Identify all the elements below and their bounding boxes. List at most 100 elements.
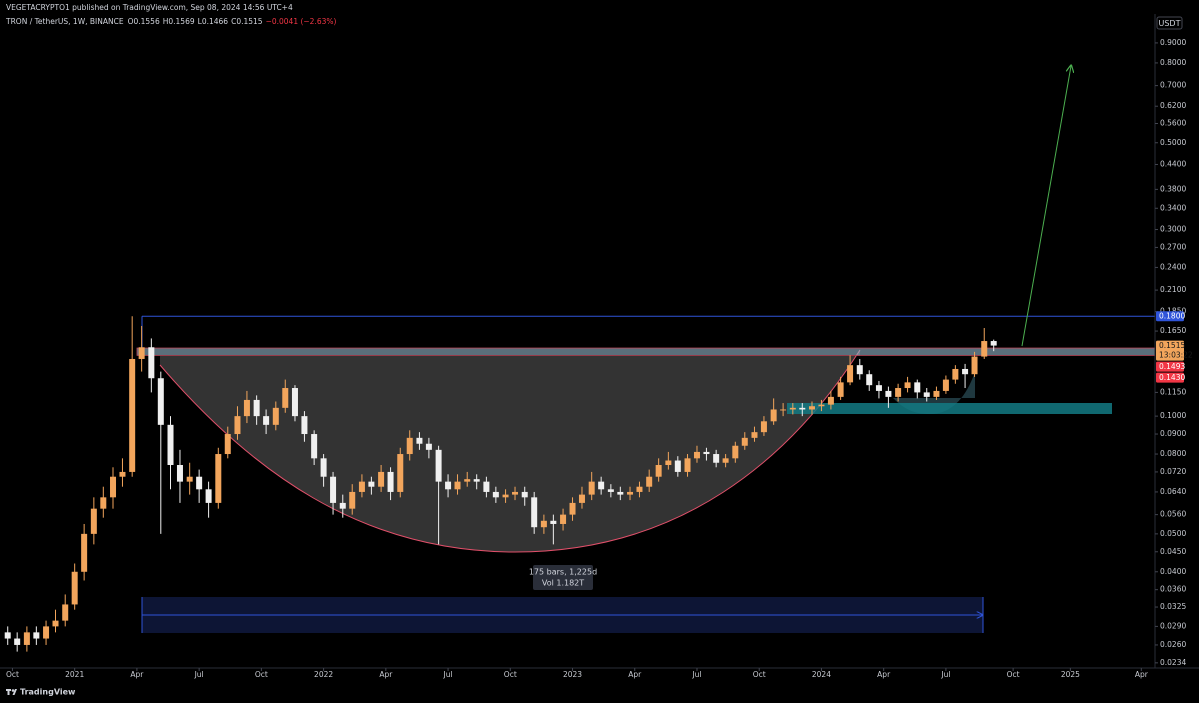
candle-body [129,358,136,472]
y-tick-label: 0.0325 [1160,602,1186,611]
candle-body [81,533,88,572]
candle-body [71,571,78,605]
candle-body [751,432,758,438]
candle-body [339,502,346,509]
price-badge [1156,372,1184,383]
y-tick-label: 0.6200 [1160,101,1186,110]
candle-body [818,404,825,407]
candle-body [971,356,978,375]
x-tick-label: Jul [443,670,453,679]
y-tick-label: 0.4400 [1160,159,1186,168]
y-tick-label: 0.3800 [1160,184,1186,193]
price-badge [1156,340,1184,361]
candle-body [923,392,930,397]
price-badge [1156,361,1184,372]
measure-volume: Vol 1.182T [542,579,584,588]
ohlc-value: 0.1466 [202,17,228,26]
candle-body [713,454,720,463]
candle-body [119,471,126,477]
x-tick-label: Oct [1007,670,1020,679]
x-tick-label: Apr [877,670,891,679]
publisher: VEGETACRYPTO1 published on TradingView.c… [6,3,293,12]
y-tick-label: 0.2100 [1160,285,1186,294]
candle-body [703,451,710,455]
y-tick-label: 0.2400 [1160,262,1186,271]
y-tick-label: 0.0400 [1160,567,1186,576]
candle-body [578,494,585,503]
price-badge [1156,311,1184,322]
ohlc-value: 0.1569 [168,17,194,26]
y-tick-label: 0.0800 [1160,449,1186,458]
change: −0.0041 (−2.63%) [266,17,337,26]
y-tick-label: 0.0560 [1160,510,1186,519]
candle-body [406,437,413,455]
candle-body [550,520,557,524]
candle-body [588,481,595,495]
x-tick-label: Oct [504,670,517,679]
candle-body [512,491,519,495]
symbol-line: TRON / TetherUS, 1W, BINANCE O0.1556 H0.15… [5,17,337,26]
x-tick-label: Apr [130,670,144,679]
candle-body [636,486,643,492]
x-tick-label: 2021 [65,670,84,679]
target-arrow [1021,66,1071,347]
candle-body [435,449,442,482]
footer-brand: TradingView [20,688,76,697]
candle-body [243,399,250,417]
price-badge-label: 0.1430 [1159,373,1185,382]
x-tick-label: 2024 [812,670,831,679]
candle-body [981,341,988,357]
candle-body [684,458,691,472]
candle-body [540,520,547,528]
y-tick-label: 0.0450 [1160,547,1186,556]
candle-body [234,416,241,435]
candle-body [598,481,605,490]
candle-body [43,626,50,639]
y-tick-label: 0.3400 [1160,203,1186,212]
price-badge-label: 0.1515 [1159,341,1185,350]
ohlc-value: 0.1515 [236,17,262,26]
axes: 0.9000 0.8000 0.7000 0.6200 0.5600 0.5000 0.44… [6,38,1193,679]
candle-body [866,374,873,386]
candle-body [62,604,69,621]
candle-body [799,407,806,410]
candle-body [224,434,231,455]
candle-body [521,491,528,498]
currency: USDT [1159,19,1181,28]
candle-body [492,491,499,498]
candle-body [856,365,863,375]
candle-body [990,341,997,346]
ohlc-key: C [231,17,236,26]
candle-body [627,491,634,495]
candle-body [933,390,940,397]
candle-body [416,437,423,444]
candle-body [445,481,452,490]
ohlc-key: O [128,17,134,26]
drawings-front: 175 bars, 1,225d Vol 1.182T [529,66,1071,590]
candle-body [454,481,461,490]
ohlc-value: 0.1556 [133,17,159,26]
candle-body [320,458,327,477]
candle-body [4,632,11,639]
candle-body [378,471,385,487]
candle-body [33,632,40,639]
candle-body [330,476,337,503]
candle-body [148,347,155,379]
x-tick-label: Jul [691,670,701,679]
candle-body [942,379,949,391]
candle-body [808,406,815,410]
y-tick-label: 0.0260 [1160,640,1186,649]
x-tick-label: Jul [194,670,204,679]
candle-body [560,514,567,524]
currency-box [1156,16,1183,30]
candle-body [90,508,97,534]
breakout-zone [136,347,1156,356]
candle-body [253,399,260,417]
x-tick-label: Apr [379,670,393,679]
candle-body [23,632,30,645]
y-tick-label: 0.0500 [1160,529,1186,538]
candle-body [780,409,787,411]
ohlc-key: H [163,17,169,26]
candle-body [14,638,21,645]
